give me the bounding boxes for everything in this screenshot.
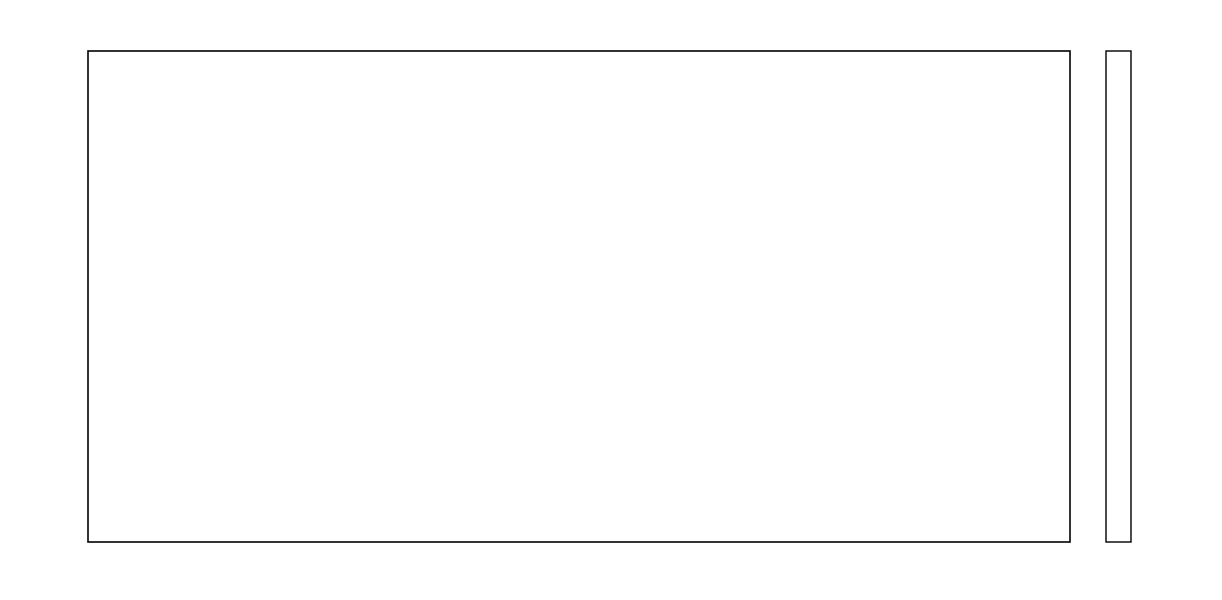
plot-area-frame [87,50,1071,543]
colorbar [1105,50,1132,543]
